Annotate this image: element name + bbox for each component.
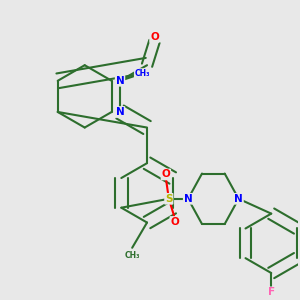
Text: N: N bbox=[116, 107, 124, 117]
Text: N: N bbox=[184, 194, 193, 204]
Text: CH₃: CH₃ bbox=[124, 251, 140, 260]
Text: S: S bbox=[165, 194, 172, 204]
Text: O: O bbox=[150, 32, 159, 42]
Text: N: N bbox=[234, 194, 243, 204]
Text: N: N bbox=[116, 76, 124, 86]
Text: F: F bbox=[268, 287, 275, 297]
Text: CH₃: CH₃ bbox=[135, 69, 150, 78]
Text: O: O bbox=[170, 217, 179, 227]
Text: O: O bbox=[161, 169, 170, 179]
